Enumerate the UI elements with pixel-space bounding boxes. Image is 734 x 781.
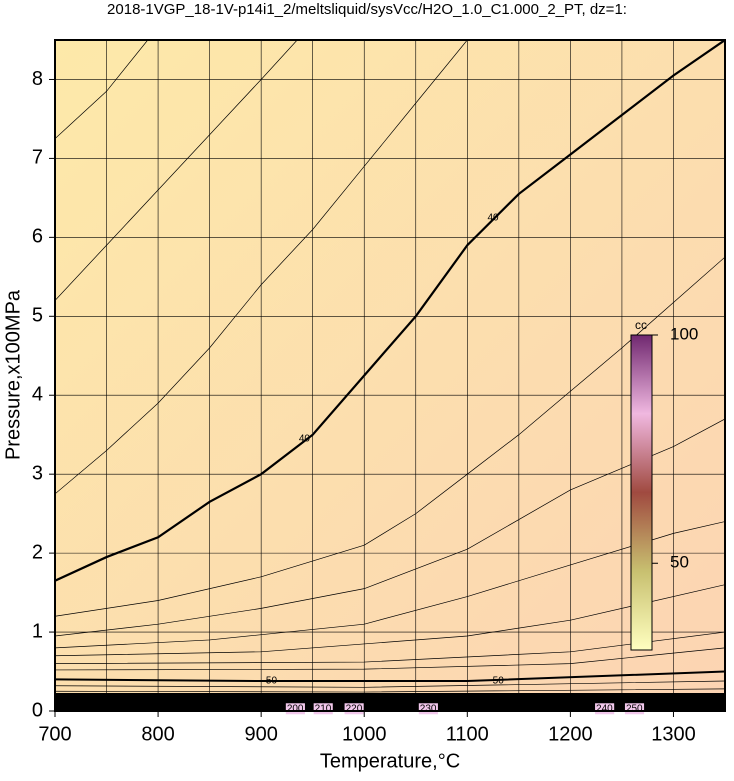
chart-title: 2018-1VGP_18-1V-p14i1_2/meltsliquid/sysV… bbox=[107, 1, 627, 18]
contour-label: 50 bbox=[266, 676, 278, 687]
x-axis-label: Temperature,°C bbox=[320, 750, 460, 772]
x-tick-label: 1000 bbox=[342, 723, 387, 745]
colorbar-ramp bbox=[630, 334, 653, 651]
x-tick-label: 1300 bbox=[651, 723, 696, 745]
colorbar: cc 50 100 bbox=[630, 318, 698, 651]
contour-line bbox=[55, 418, 725, 637]
x-tick-label: 900 bbox=[244, 723, 277, 745]
y-tick-label: 7 bbox=[32, 147, 43, 169]
contour-label: 200 bbox=[287, 703, 304, 714]
contours bbox=[55, 40, 725, 693]
y-tick-label: 5 bbox=[32, 305, 43, 327]
contour-line bbox=[55, 670, 725, 683]
contour-line bbox=[55, 647, 725, 671]
colorbar-label: cc bbox=[635, 318, 647, 332]
plot-background bbox=[55, 40, 725, 711]
x-tick-label: 800 bbox=[141, 723, 174, 745]
contour-label: 230 bbox=[420, 703, 437, 714]
dense-contour-band bbox=[55, 693, 725, 711]
contour-line bbox=[55, 40, 468, 495]
contour-line bbox=[55, 521, 725, 649]
y-tick-label: 4 bbox=[32, 384, 43, 406]
contour-line bbox=[55, 40, 149, 139]
contour-label: 240 bbox=[596, 703, 613, 714]
y-tick-label: 1 bbox=[32, 620, 43, 642]
colorbar-tick-label: 100 bbox=[670, 324, 698, 343]
y-tick-label: 8 bbox=[32, 68, 43, 90]
contour-label: 40 bbox=[299, 433, 311, 444]
contour-line bbox=[55, 40, 725, 582]
y-axis-label: Pressure,x100MPa bbox=[2, 289, 24, 460]
contour-label: 220 bbox=[346, 703, 363, 714]
label-box bbox=[285, 703, 305, 715]
contour-line bbox=[55, 680, 725, 688]
y-tick-label: 6 bbox=[32, 226, 43, 248]
x-tick-label: 700 bbox=[38, 723, 71, 745]
contour-labels: 40 40 50 50 200 210 220 230 240 250 bbox=[266, 212, 645, 715]
contour-line bbox=[55, 40, 298, 301]
label-box bbox=[595, 703, 615, 715]
label-box bbox=[624, 703, 645, 715]
axes: 700 800 900 1000 1100 1200 1300 0 1 2 3 4 5 6 7 8 bbox=[32, 68, 696, 746]
contour-line bbox=[55, 688, 725, 693]
contour-label: 40 bbox=[488, 212, 500, 223]
y-tick-label: 3 bbox=[32, 462, 43, 484]
y-tick-label: 2 bbox=[32, 541, 43, 563]
label-box bbox=[418, 703, 438, 715]
frame bbox=[54, 39, 726, 712]
contour-line bbox=[55, 584, 725, 657]
colorbar-tick-label: 50 bbox=[670, 553, 689, 572]
label-box bbox=[313, 703, 333, 715]
contour-label: 250 bbox=[626, 703, 643, 714]
contour-label: 50 bbox=[493, 676, 505, 687]
contour-line bbox=[55, 256, 725, 617]
x-tick-label: 1200 bbox=[548, 723, 593, 745]
x-tick-label: 1100 bbox=[446, 723, 489, 745]
label-box bbox=[344, 703, 364, 715]
contour-label: 210 bbox=[315, 703, 332, 714]
y-tick-label: 0 bbox=[32, 699, 43, 721]
